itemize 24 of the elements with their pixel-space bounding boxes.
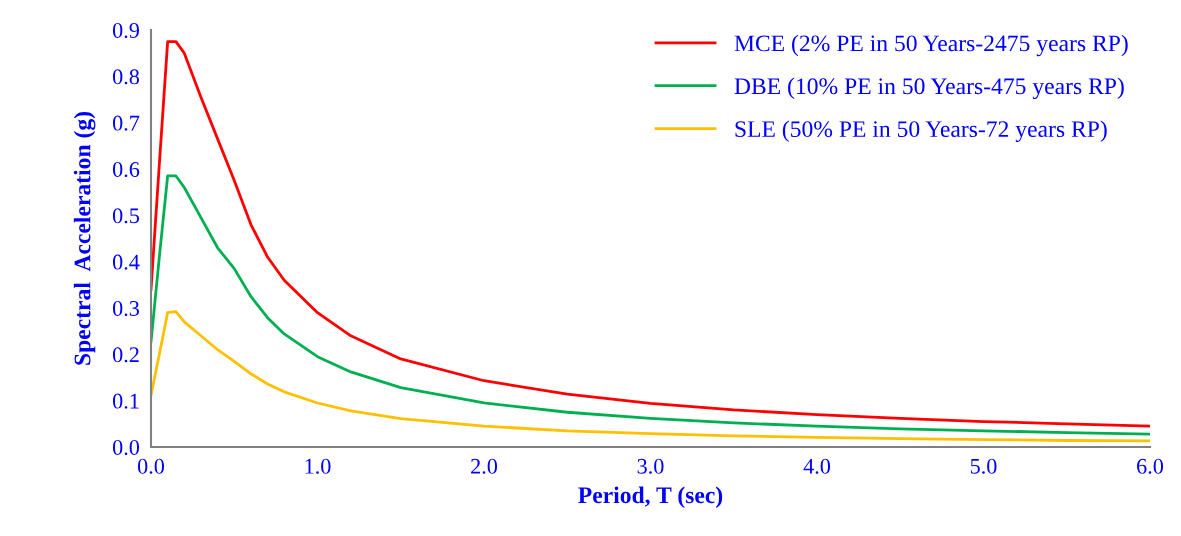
y-axis-title: Spectral Acceleration (g) bbox=[73, 112, 96, 365]
x-tick-label: 4.0 bbox=[803, 458, 831, 474]
line-series bbox=[151, 310, 1150, 443]
line-series bbox=[151, 174, 1150, 436]
x-tick-label: 3.0 bbox=[637, 458, 664, 474]
y-tick-label: 0.7 bbox=[112, 115, 140, 131]
legend-label: DBE (10% PE in 50 Years-475 years RP) bbox=[734, 77, 1124, 100]
x-tick-label: 0.0 bbox=[137, 458, 165, 474]
y-tick-label: 0.0 bbox=[112, 439, 140, 456]
x-tick-label: 1.0 bbox=[305, 458, 331, 474]
legend-label: SLE (50% PE in 50 Years-72 years RP) bbox=[735, 120, 1107, 142]
y-tick-label: 0.4 bbox=[112, 254, 140, 270]
y-tick-label: 0.3 bbox=[112, 300, 140, 317]
x-axis-title: Period, T (sec) bbox=[578, 486, 723, 509]
x-tick-label: 2.0 bbox=[471, 458, 498, 474]
x-tick-label: 5.0 bbox=[970, 458, 997, 474]
x-tick-label: 6.0 bbox=[1137, 458, 1164, 474]
y-tick-label: 0.2 bbox=[112, 347, 139, 363]
y-tick-label: 0.9 bbox=[112, 22, 139, 39]
y-tick-label: 0.8 bbox=[112, 69, 140, 85]
y-tick-label: 0.5 bbox=[112, 208, 140, 224]
y-tick-label: 0.6 bbox=[112, 161, 140, 178]
legend-label: MCE (2% PE in 50 Years-2475 years RP) bbox=[734, 34, 1128, 57]
y-tick-label: 0.1 bbox=[112, 393, 139, 409]
